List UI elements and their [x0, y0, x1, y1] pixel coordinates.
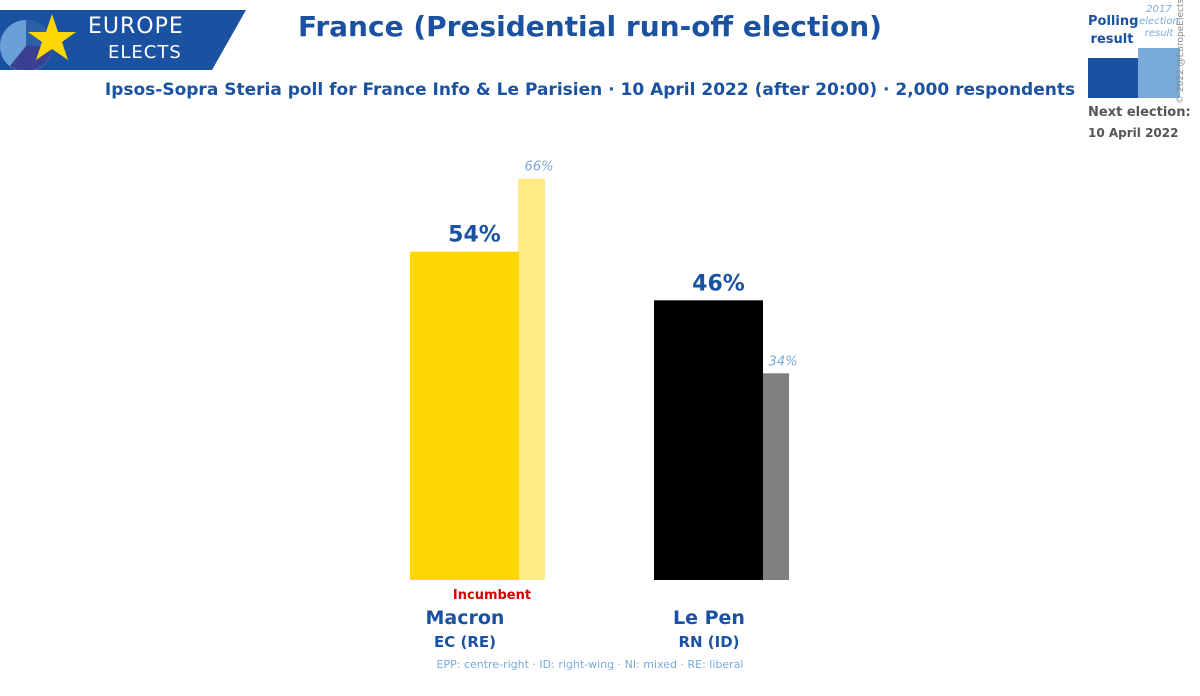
- logo-text-europe: EUROPE: [88, 14, 184, 39]
- footnote: EPP: centre-right · ID: right-wing · NI:…: [436, 658, 744, 671]
- chart-subtitle: Ipsos-Sopra Steria poll for France Info …: [104, 80, 1076, 100]
- chart-title: France (Presidential run-off election): [298, 10, 882, 43]
- legend: Polling result 2017 election result Next…: [1086, 0, 1200, 150]
- legend-label-polling: Polling result: [1088, 14, 1139, 47]
- logo-text-elects: ELECTS: [108, 42, 182, 63]
- next-election-date: 10 April 2022: [1088, 126, 1179, 140]
- value-label-polling-0: 54%: [448, 223, 501, 248]
- bar-polling-1: [654, 300, 763, 580]
- value-label-polling-1: 46%: [692, 271, 745, 296]
- legend-label-previous: 2017 election result: [1139, 4, 1179, 39]
- bar-previous-0: [518, 178, 545, 580]
- value-label-previous-0: 66%: [525, 160, 554, 175]
- legend-swatch-polling: [1088, 58, 1138, 98]
- legend-swatch-previous: [1138, 48, 1180, 98]
- party-label-1: RN (ID): [678, 633, 739, 651]
- party-label-0: EC (RE): [434, 633, 496, 651]
- legend-swatches: [1088, 48, 1180, 98]
- category-label-1: Le Pen: [673, 607, 745, 629]
- bar-previous-1: [762, 373, 789, 580]
- bar-polling-0: [410, 251, 519, 580]
- incumbent-label: Incumbent: [453, 588, 531, 603]
- value-label-previous-1: 34%: [769, 354, 798, 369]
- europe-elects-logo: [0, 10, 246, 70]
- next-election-label: Next election:: [1088, 105, 1191, 120]
- category-label-0: Macron: [426, 607, 505, 629]
